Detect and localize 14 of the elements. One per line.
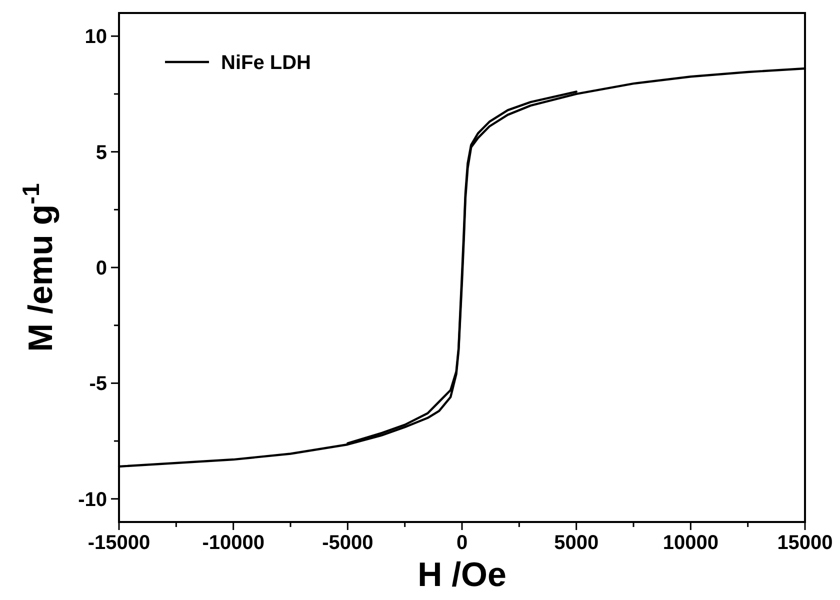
x-axis-title: H /Oe: [418, 556, 506, 594]
legend-label: NiFe LDH: [221, 52, 311, 74]
y-tick-label: 10: [84, 26, 107, 48]
x-tick-label: -15000: [88, 532, 150, 554]
y-tick-label: -10: [78, 488, 107, 511]
x-tick-label: -10000: [202, 532, 264, 554]
x-tick-label: 10000: [662, 532, 718, 554]
x-tick-label: -5000: [322, 532, 374, 554]
y-tick-label: 0: [96, 258, 107, 280]
x-tick-label: 15000: [777, 532, 833, 554]
y-tick-label: 5: [96, 142, 107, 164]
x-tick-label: 5000: [554, 532, 599, 554]
y-tick-label: -5: [89, 373, 107, 396]
x-tick-label: 0: [456, 532, 468, 554]
